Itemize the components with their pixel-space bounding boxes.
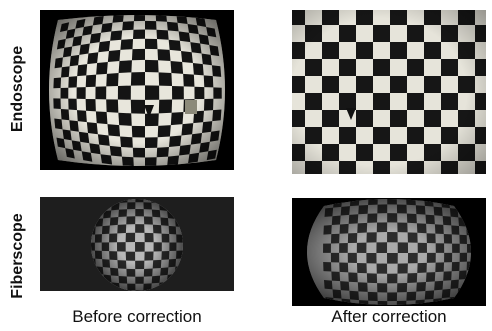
endoscope-after-image [292, 10, 486, 174]
fiberscope-after-svg [292, 198, 486, 306]
column-label-after: After correction [331, 307, 447, 326]
fiberscope-before-svg [40, 197, 234, 291]
triangle-marker [144, 105, 154, 118]
endoscope-before-image [40, 10, 234, 170]
row-label-fiberscope: Fiberscope [9, 213, 26, 299]
fiberscope-after-image [292, 198, 486, 306]
endoscope-before-svg [49, 15, 225, 166]
speckle-square [185, 100, 197, 114]
triangle-marker [346, 108, 356, 120]
row-label-endoscope: Endoscope [9, 45, 26, 133]
endoscope-after-svg [292, 10, 486, 174]
fiberscope-before-image [40, 197, 234, 291]
column-label-before: Before correction [72, 307, 202, 326]
